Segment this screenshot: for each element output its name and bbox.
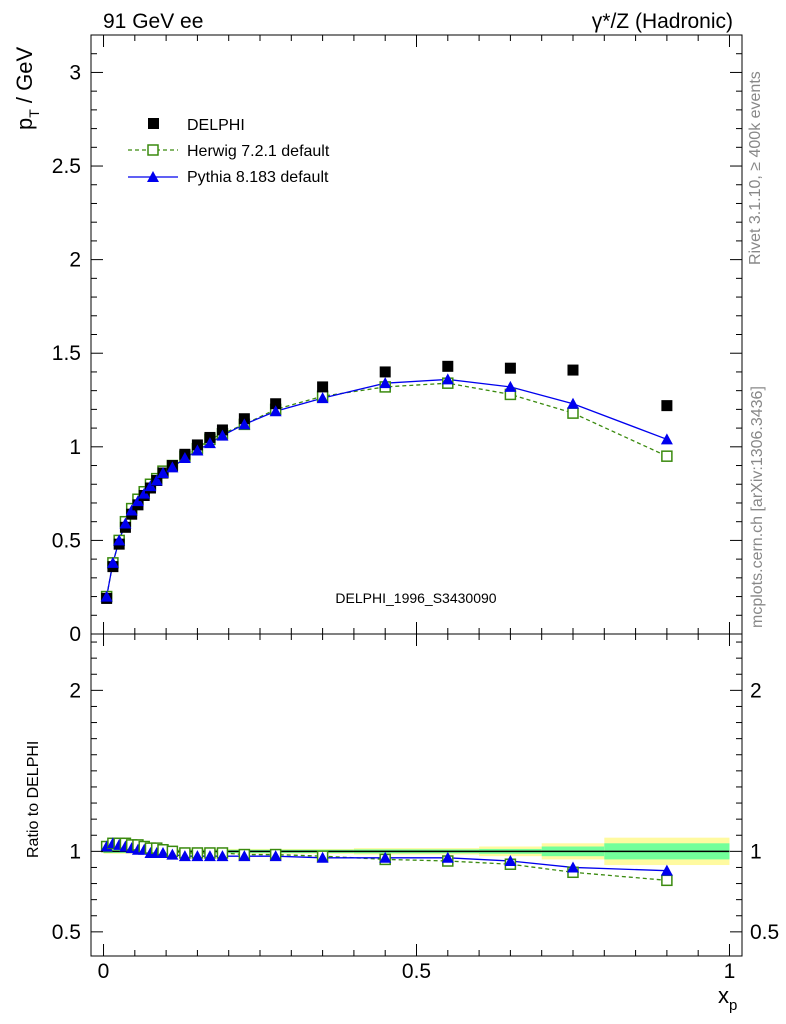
pythia-point	[156, 467, 169, 479]
pythia-point	[166, 461, 179, 473]
ratio-pythia-point	[660, 864, 673, 876]
ratio-pythia-point	[191, 850, 204, 862]
main-ytick-label: 2.5	[52, 155, 81, 178]
herwig-point	[567, 407, 579, 419]
pythia-point	[144, 480, 157, 492]
rivet-label: Rivet 3.1.10, ≥ 400k events	[747, 71, 764, 265]
ratio-pythia-point	[504, 855, 517, 867]
ratio-pythia-point	[156, 846, 169, 858]
ratio-ytick-label-right: 1	[750, 840, 762, 863]
delphi-point	[317, 381, 329, 393]
header-right: γ*/Z (Hadronic)	[592, 10, 733, 33]
ratio-pythia-point	[316, 851, 329, 863]
pythia-point	[106, 556, 119, 568]
delphi-point	[270, 398, 282, 410]
pythia-point	[269, 405, 282, 417]
pythia-point	[238, 418, 251, 430]
ylabel-sub: T	[26, 109, 42, 118]
svg-text:pT / GeV: pT / GeV	[12, 47, 42, 130]
pythia-point	[113, 534, 126, 546]
legend: DELPHI Herwig 7.2.1 default Pythia 8.183…	[128, 117, 330, 186]
ratio-pythia-point	[269, 850, 282, 862]
pythia-point	[191, 444, 204, 456]
ratio-ytick-label: 0.5	[52, 921, 81, 944]
pythia-point	[216, 429, 229, 441]
ratio-herwig-point	[661, 874, 673, 887]
pythia-point	[100, 590, 113, 602]
xlabel-sub: p	[729, 997, 737, 1014]
ylabel-unit: / GeV	[12, 47, 37, 110]
pythia-point	[178, 452, 191, 464]
pythia-point	[504, 380, 517, 392]
delphi-point	[567, 364, 579, 376]
main-ytick-label: 2	[69, 249, 81, 272]
analysis-watermark: DELPHI_1996_S3430090	[335, 590, 496, 606]
legend-label-pythia: Pythia 8.183 default	[187, 169, 329, 186]
delphi-point	[442, 360, 454, 372]
ratio-pythia-point	[203, 850, 216, 862]
ratio-pythia-point	[566, 861, 579, 873]
pythia-point	[660, 433, 673, 445]
pythia-point	[138, 487, 151, 499]
herwig-line	[106, 382, 668, 597]
ratio-ylabel: Ratio to DELPHI	[25, 741, 42, 858]
pythia-point	[203, 437, 216, 449]
xlabel-main: x	[718, 983, 729, 1008]
ratio-pythia-point	[216, 850, 229, 862]
pythia-point	[131, 495, 144, 507]
pythia-point	[441, 373, 454, 385]
xtick-label: 0	[98, 960, 110, 983]
ratio-pythia-point	[441, 851, 454, 863]
pythia-point	[566, 397, 579, 409]
main-ytick-label: 1	[69, 436, 81, 459]
ratio-ytick-label: 1	[69, 840, 81, 863]
ratio-pythia-point	[379, 851, 392, 863]
xtick-label: 0.5	[402, 960, 431, 983]
pythia-point	[119, 517, 132, 529]
legend-marker-pythia	[147, 171, 159, 182]
herwig-point	[661, 450, 673, 462]
main-ytick-label: 3	[69, 61, 81, 84]
legend-label-delphi: DELPHI	[187, 117, 245, 134]
ratio-ytick-label-right: 0.5	[750, 921, 779, 944]
pythia-point	[316, 392, 329, 404]
pythia-line	[106, 378, 668, 597]
legend-label-herwig: Herwig 7.2.1 default	[187, 143, 330, 160]
main-ylabel: pT / GeV	[12, 47, 42, 130]
pythia-point	[150, 474, 163, 486]
ratio-ytick-label-right: 2	[750, 679, 762, 702]
ylabel-main: p	[12, 118, 37, 130]
xlabel: xp	[718, 983, 737, 1014]
ratio-plot-frame	[90, 633, 743, 957]
ratio-pythia-point	[166, 848, 179, 860]
legend-marker-herwig	[147, 144, 159, 156]
ratio-pythia-point	[178, 850, 191, 862]
pythia-point	[125, 504, 138, 516]
main-ytick-label: 0.5	[52, 529, 81, 552]
mcplots-label: mcplots.cern.ch [arXiv:1306.3436]	[749, 386, 766, 628]
header-left: 91 GeV ee	[103, 10, 203, 33]
delphi-point	[504, 362, 516, 374]
main-ytick-label: 0	[69, 623, 81, 646]
delphi-point	[661, 400, 673, 412]
legend-marker-delphi	[148, 118, 159, 129]
ratio-pythia-point	[238, 850, 251, 862]
ratio-ytick-label: 2	[69, 679, 81, 702]
delphi-point	[379, 366, 391, 378]
pythia-point	[379, 377, 392, 389]
main-ytick-label: 1.5	[52, 342, 81, 365]
xtick-label: 1	[724, 960, 736, 983]
